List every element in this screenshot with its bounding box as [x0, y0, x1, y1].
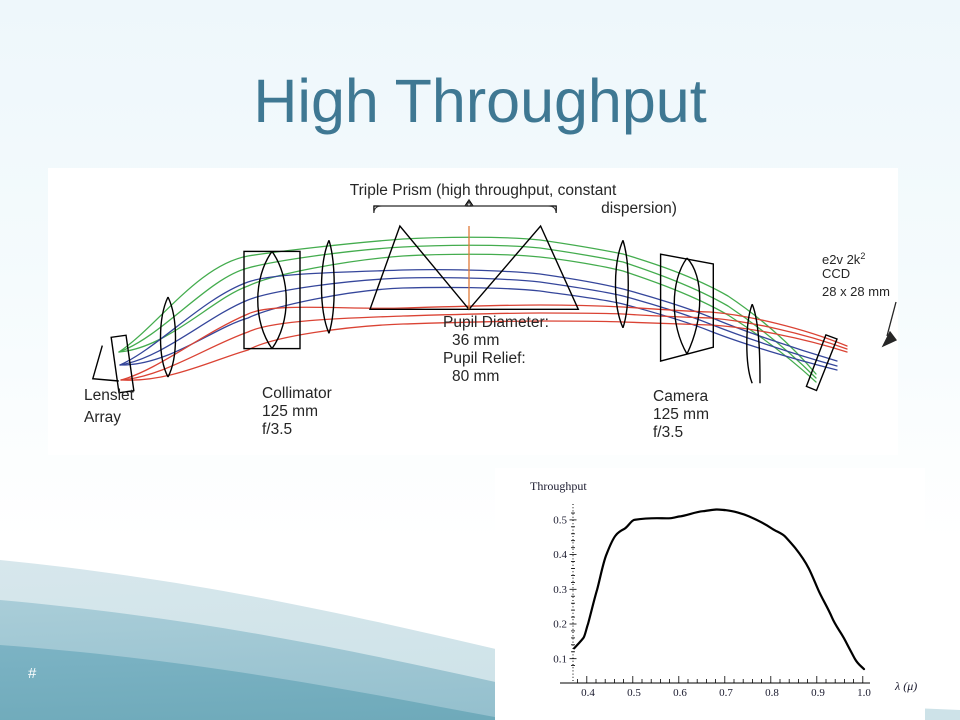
- svg-text:0.5: 0.5: [553, 515, 567, 527]
- svg-text:0.5: 0.5: [627, 687, 641, 699]
- svg-text:0.8: 0.8: [765, 687, 779, 699]
- svg-text:125 mm: 125 mm: [262, 403, 318, 420]
- svg-text:Triple Prism (high throughput,: Triple Prism (high throughput, constant: [350, 182, 617, 199]
- svg-text:Throughput: Throughput: [530, 479, 587, 493]
- svg-text:0.4: 0.4: [581, 687, 595, 699]
- svg-text:dispersion): dispersion): [601, 200, 677, 217]
- svg-text:0.7: 0.7: [719, 687, 733, 699]
- svg-text:CCD: CCD: [822, 266, 850, 281]
- svg-text:Pupil Relief:: Pupil Relief:: [443, 350, 526, 367]
- svg-text:f/3.5: f/3.5: [653, 424, 683, 441]
- svg-text:Collimator: Collimator: [262, 385, 332, 402]
- svg-text:0.9: 0.9: [811, 687, 825, 699]
- svg-text:36 mm: 36 mm: [452, 332, 499, 349]
- svg-text:0.1: 0.1: [553, 653, 567, 665]
- svg-text:Array: Array: [84, 409, 121, 426]
- svg-text:0.4: 0.4: [553, 549, 567, 561]
- svg-text:f/3.5: f/3.5: [262, 421, 292, 438]
- svg-text:Lenslet: Lenslet: [84, 387, 135, 404]
- svg-text:Pupil Diameter:: Pupil Diameter:: [443, 314, 549, 331]
- svg-text:e2v 2k2: e2v 2k2: [822, 251, 865, 267]
- svg-text:0.3: 0.3: [553, 584, 567, 596]
- svg-text:0.2: 0.2: [553, 619, 567, 631]
- svg-text:0.6: 0.6: [673, 687, 687, 699]
- svg-text:28 x 28 mm: 28 x 28 mm: [822, 284, 890, 299]
- svg-text:80 mm: 80 mm: [452, 368, 499, 385]
- svg-text:1.0: 1.0: [857, 687, 871, 699]
- svg-text:λ (μ): λ (μ): [894, 679, 917, 693]
- svg-text:125 mm: 125 mm: [653, 406, 709, 423]
- svg-text:Camera: Camera: [653, 388, 709, 405]
